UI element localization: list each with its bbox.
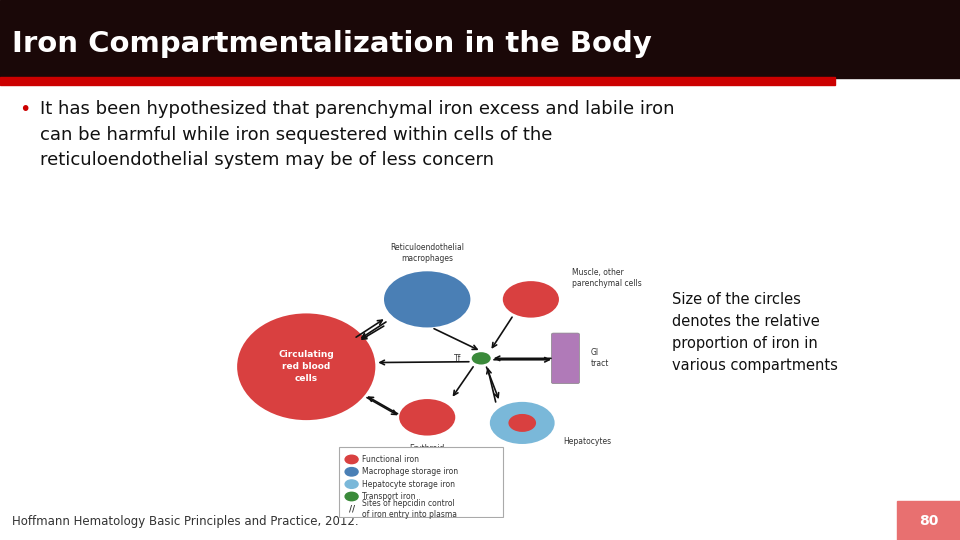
Text: Hepatocytes: Hepatocytes	[564, 437, 612, 446]
Circle shape	[345, 480, 358, 488]
Text: Circulating
red blood
cells: Circulating red blood cells	[278, 350, 334, 383]
Text: 80: 80	[919, 514, 938, 528]
Text: //: //	[348, 504, 354, 514]
Text: Erythroid
marrow: Erythroid marrow	[410, 444, 444, 464]
Circle shape	[399, 399, 455, 436]
FancyBboxPatch shape	[551, 333, 580, 383]
Text: Muscle, other
parenchymal cells: Muscle, other parenchymal cells	[572, 268, 641, 288]
Bar	[0, 77, 835, 85]
Ellipse shape	[237, 313, 375, 420]
Text: Macrophage storage iron: Macrophage storage iron	[362, 467, 458, 476]
Text: Size of the circles
denotes the relative
proportion of iron in
various compartme: Size of the circles denotes the relative…	[672, 292, 838, 373]
FancyBboxPatch shape	[339, 447, 503, 517]
Circle shape	[384, 271, 470, 327]
Circle shape	[345, 455, 358, 464]
Text: It has been hypothesized that parenchymal iron excess and labile iron
can be har: It has been hypothesized that parenchyma…	[40, 100, 675, 170]
Circle shape	[345, 492, 358, 501]
Bar	[897, 501, 960, 540]
Circle shape	[509, 414, 536, 432]
Text: Hoffmann Hematology Basic Principles and Practice, 2012.: Hoffmann Hematology Basic Principles and…	[12, 515, 359, 528]
Circle shape	[345, 468, 358, 476]
Text: Tf: Tf	[453, 354, 461, 363]
Text: GI
tract: GI tract	[590, 348, 609, 368]
Text: •: •	[19, 100, 31, 119]
Bar	[0, 0, 960, 78]
Text: Iron Compartmentalization in the Body: Iron Compartmentalization in the Body	[12, 30, 653, 58]
Text: Sites of hepcidin control
of iron entry into plasma: Sites of hepcidin control of iron entry …	[362, 499, 457, 518]
Circle shape	[490, 402, 555, 444]
Circle shape	[503, 281, 559, 318]
Text: Hepatocyte storage iron: Hepatocyte storage iron	[362, 480, 454, 489]
Circle shape	[471, 352, 491, 365]
Text: Reticuloendothelial
macrophages: Reticuloendothelial macrophages	[390, 243, 465, 263]
Text: Transport iron: Transport iron	[362, 492, 415, 501]
Text: Functional iron: Functional iron	[362, 455, 419, 464]
